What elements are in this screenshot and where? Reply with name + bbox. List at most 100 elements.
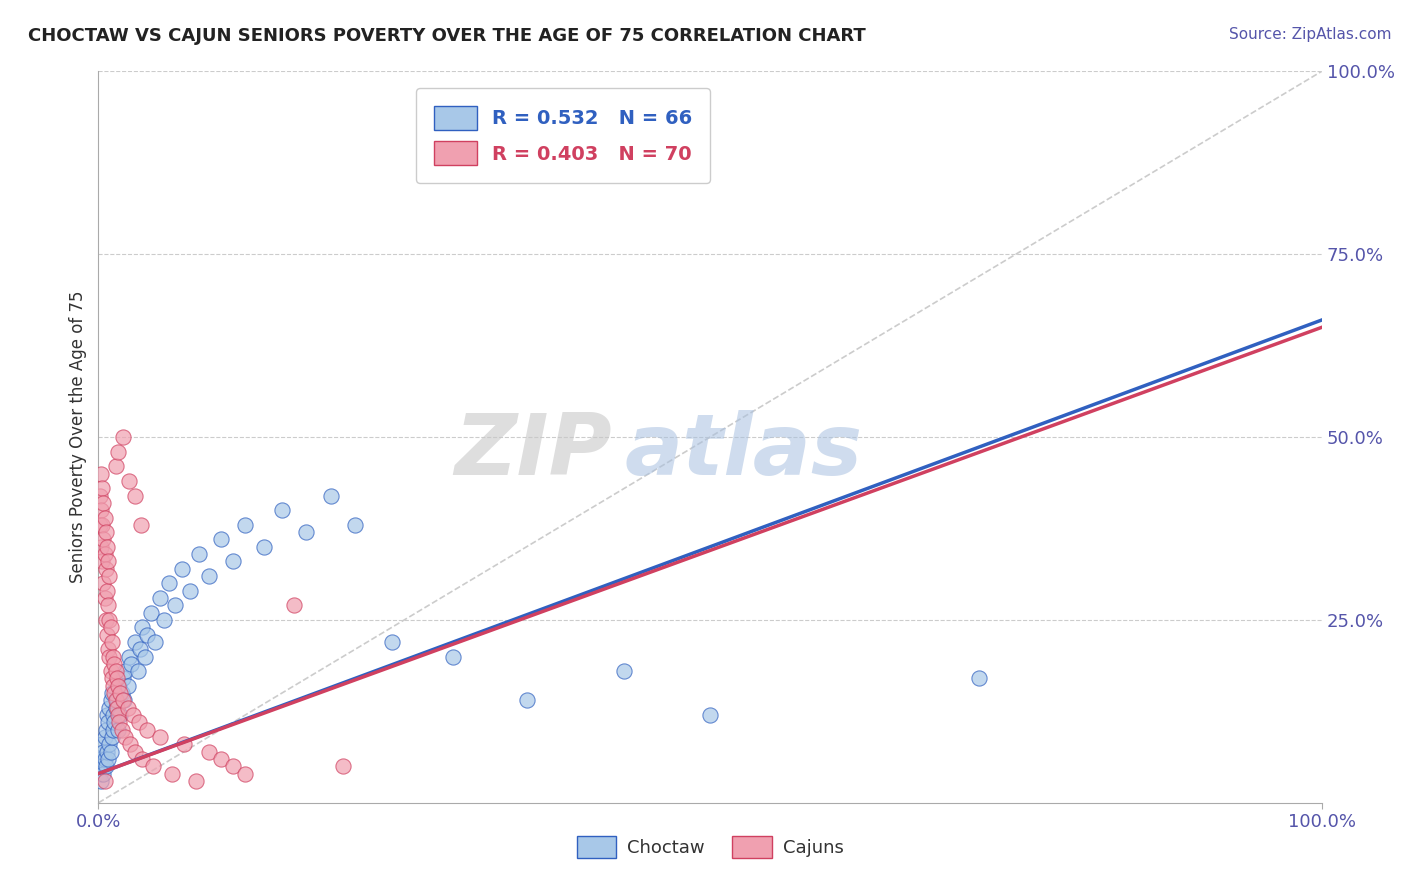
Point <box>120 737 142 751</box>
Point <box>90 752 112 766</box>
Point <box>90 467 112 481</box>
Point <box>111 723 134 737</box>
Point <box>101 649 124 664</box>
Point <box>89 517 111 532</box>
Point <box>98 613 121 627</box>
Point <box>91 533 114 547</box>
Point <box>97 715 120 730</box>
Point <box>222 759 245 773</box>
Point <box>97 752 120 766</box>
Point <box>94 525 117 540</box>
Point <box>165 599 187 613</box>
Point <box>93 547 115 561</box>
Point <box>118 649 141 664</box>
Point <box>149 730 172 744</box>
Point <box>100 745 122 759</box>
Point <box>134 649 156 664</box>
Point <box>98 569 121 583</box>
Point <box>209 533 232 547</box>
Point <box>91 737 114 751</box>
Point <box>114 664 136 678</box>
Point <box>98 649 121 664</box>
Point <box>114 730 136 744</box>
Point <box>107 444 129 458</box>
Point <box>107 679 129 693</box>
Point <box>170 562 193 576</box>
Text: CHOCTAW VS CAJUN SENIORS POVERTY OVER THE AGE OF 75 CORRELATION CHART: CHOCTAW VS CAJUN SENIORS POVERTY OVER TH… <box>28 27 866 45</box>
Point <box>136 723 159 737</box>
Point <box>90 773 112 788</box>
Point <box>381 635 404 649</box>
Point <box>91 481 114 495</box>
Point <box>108 715 131 730</box>
Point <box>91 745 114 759</box>
Point <box>136 627 159 641</box>
Text: ZIP: ZIP <box>454 410 612 493</box>
Point <box>124 635 146 649</box>
Point <box>96 583 118 598</box>
Point <box>101 708 124 723</box>
Point <box>110 686 132 700</box>
Point <box>96 627 118 641</box>
Point <box>93 752 115 766</box>
Point <box>97 599 120 613</box>
Point <box>295 525 318 540</box>
Point <box>104 693 127 707</box>
Point <box>233 517 256 532</box>
Point <box>197 745 219 759</box>
Point <box>173 737 195 751</box>
Point <box>120 657 142 671</box>
Text: atlas: atlas <box>624 410 862 493</box>
Point <box>110 708 132 723</box>
Point <box>111 672 134 686</box>
Point <box>117 700 139 714</box>
Point <box>101 679 124 693</box>
Point <box>105 693 128 707</box>
Point <box>139 606 162 620</box>
Point <box>98 700 121 714</box>
Point <box>104 664 127 678</box>
Point <box>233 766 256 780</box>
Point <box>283 599 305 613</box>
Point <box>100 620 122 634</box>
Point <box>90 540 112 554</box>
Point <box>96 745 118 759</box>
Point <box>270 503 294 517</box>
Text: Source: ZipAtlas.com: Source: ZipAtlas.com <box>1229 27 1392 42</box>
Point <box>197 569 219 583</box>
Point <box>96 708 118 723</box>
Point <box>96 540 118 554</box>
Point <box>111 686 134 700</box>
Point <box>91 766 114 780</box>
Point <box>613 664 636 678</box>
Point <box>103 715 125 730</box>
Point <box>187 547 209 561</box>
Point <box>105 672 128 686</box>
Point <box>94 613 117 627</box>
Point <box>107 708 129 723</box>
Point <box>94 759 117 773</box>
Point <box>143 635 166 649</box>
Point <box>97 642 120 657</box>
Point <box>157 576 180 591</box>
Point <box>89 766 111 780</box>
Point <box>111 430 134 444</box>
Point <box>91 759 114 773</box>
Point <box>108 679 131 693</box>
Y-axis label: Seniors Poverty Over the Age of 75: Seniors Poverty Over the Age of 75 <box>69 291 87 583</box>
Point <box>131 620 153 634</box>
Point <box>111 693 134 707</box>
Point <box>91 554 114 568</box>
Point <box>91 517 114 532</box>
Point <box>104 700 127 714</box>
Point <box>101 730 124 744</box>
Point <box>149 591 172 605</box>
Point <box>515 693 537 707</box>
Point <box>252 540 274 554</box>
Point <box>186 773 208 788</box>
Point <box>332 759 354 773</box>
Point <box>117 679 139 693</box>
Point <box>97 554 120 568</box>
Point <box>179 583 201 598</box>
Point <box>121 708 143 723</box>
